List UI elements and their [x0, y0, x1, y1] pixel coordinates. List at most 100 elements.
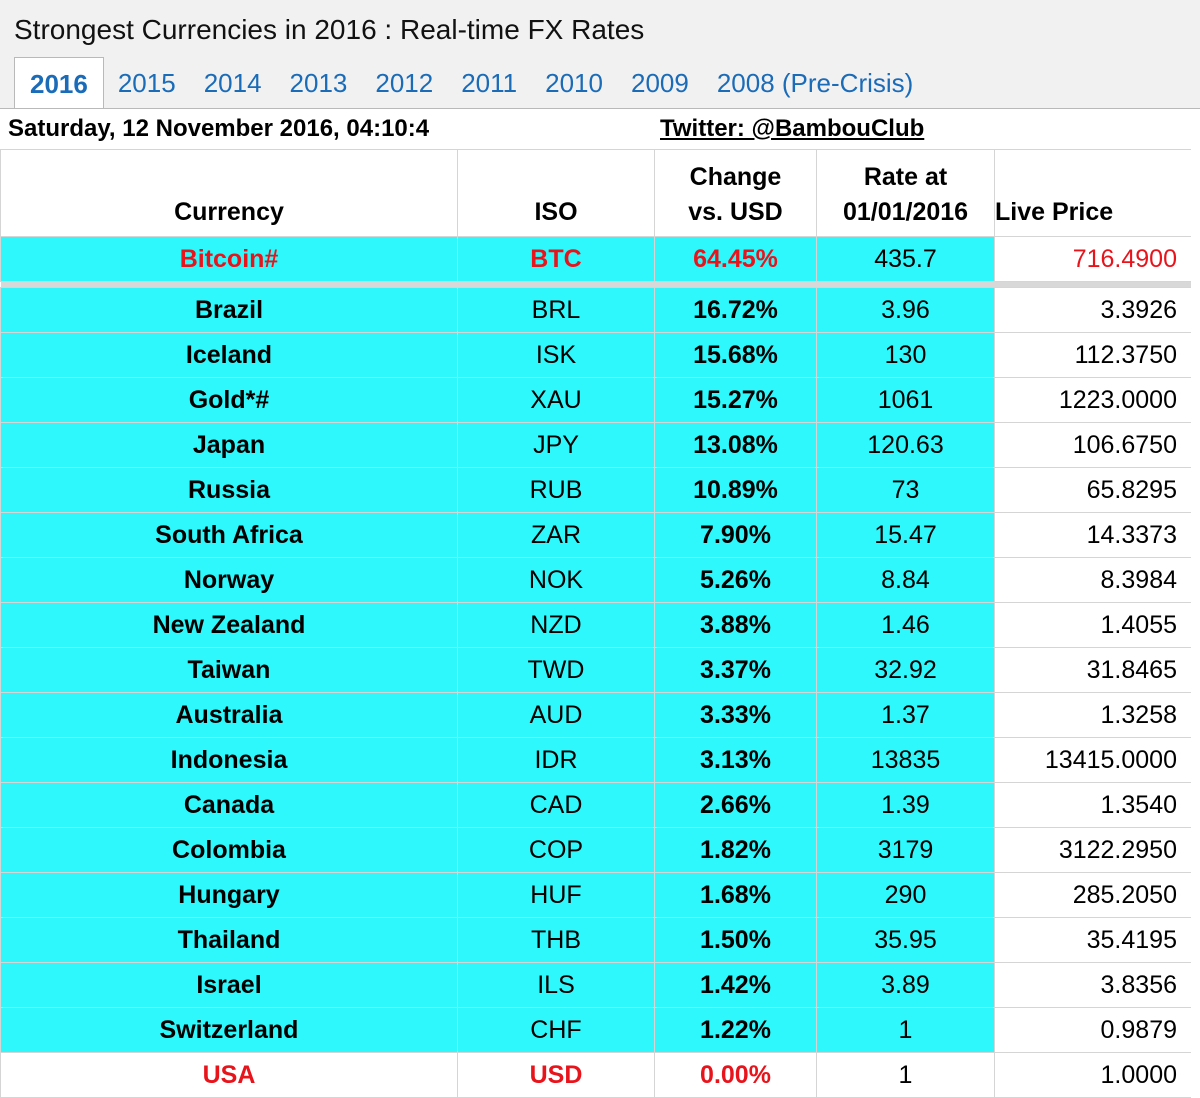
table-row: Hungary HUF 1.68% 290 285.2050: [0, 872, 1192, 918]
change-cell: 1.22%: [654, 1007, 817, 1053]
currency-cell: Bitcoin#: [0, 236, 458, 282]
rate-cell: 1: [816, 1052, 995, 1098]
iso-cell: ZAR: [457, 512, 655, 558]
iso-cell: HUF: [457, 872, 655, 918]
rate-cell: 3.96: [816, 287, 995, 333]
table-row: South Africa ZAR 7.90% 15.47 14.3373: [0, 512, 1192, 558]
live-price-cell: 1.3258: [994, 692, 1192, 738]
table-row: Norway NOK 5.26% 8.84 8.3984: [0, 557, 1192, 603]
rate-cell: 13835: [816, 737, 995, 783]
live-price-cell: 31.8465: [994, 647, 1192, 693]
change-cell: 1.42%: [654, 962, 817, 1008]
tab-2015[interactable]: 2015: [117, 68, 176, 98]
iso-cell: NOK: [457, 557, 655, 603]
rate-header-line2: 01/01/2016: [842, 198, 969, 226]
change-cell: 64.45%: [654, 236, 817, 282]
fx-rates-table: Currency ISO Change vs. USD Rate at 01/01/…: [0, 149, 1192, 1098]
tab-2008-pre-crisis[interactable]: 2008 (Pre-Crisis): [716, 68, 914, 98]
currency-cell: New Zealand: [0, 602, 458, 648]
change-cell: 1.82%: [654, 827, 817, 873]
live-price-cell: 3.3926: [994, 287, 1192, 333]
currency-cell: USA: [0, 1052, 458, 1098]
live-price-cell: 0.9879: [994, 1007, 1192, 1053]
iso-cell: JPY: [457, 422, 655, 468]
live-price-cell: 1.4055: [994, 602, 1192, 648]
tab-divider: [0, 108, 1200, 109]
column-header-rate: Rate at 01/01/2016: [816, 149, 995, 237]
rate-cell: 15.47: [816, 512, 995, 558]
change-cell: 10.89%: [654, 467, 817, 513]
rate-header-line1: Rate at: [863, 163, 948, 191]
iso-cell: RUB: [457, 467, 655, 513]
rate-cell: 1.37: [816, 692, 995, 738]
change-cell: 3.88%: [654, 602, 817, 648]
rate-cell: 1: [816, 1007, 995, 1053]
change-cell: 2.66%: [654, 782, 817, 828]
tab-2011[interactable]: 2011: [461, 68, 518, 98]
live-price-cell: 3.8356: [994, 962, 1192, 1008]
change-cell: 5.26%: [654, 557, 817, 603]
live-price-cell: 1.3540: [994, 782, 1192, 828]
iso-cell: AUD: [457, 692, 655, 738]
live-price-cell: 13415.0000: [994, 737, 1192, 783]
twitter-link[interactable]: Twitter: @BambouClub: [660, 115, 925, 142]
column-header-live-price: Live Price: [994, 149, 1192, 237]
live-price-cell: 3122.2950: [994, 827, 1192, 873]
iso-cell: BTC: [457, 236, 655, 282]
tab-2012[interactable]: 2012: [375, 68, 434, 98]
rate-cell: 73: [816, 467, 995, 513]
change-cell: 15.27%: [654, 377, 817, 423]
live-price-cell: 35.4195: [994, 917, 1192, 963]
rate-cell: 35.95: [816, 917, 995, 963]
rate-cell: 1.39: [816, 782, 995, 828]
tab-2009[interactable]: 2009: [630, 68, 689, 98]
rate-cell: 8.84: [816, 557, 995, 603]
tab-2010[interactable]: 2010: [545, 68, 603, 98]
rate-cell: 1.46: [816, 602, 995, 648]
table-row: Japan JPY 13.08% 120.63 106.6750: [0, 422, 1192, 468]
live-price-cell: 106.6750: [994, 422, 1192, 468]
table-row: Russia RUB 10.89% 73 65.8295: [0, 467, 1192, 513]
currency-cell: Thailand: [0, 917, 458, 963]
rate-cell: 130: [816, 332, 995, 378]
table-row: Switzerland CHF 1.22% 1 0.9879: [0, 1007, 1192, 1053]
row-separator: [0, 281, 1192, 288]
tab-2016[interactable]: 2016: [14, 57, 104, 109]
iso-cell: USD: [457, 1052, 655, 1098]
column-header-iso: ISO: [457, 149, 655, 237]
change-cell: 3.33%: [654, 692, 817, 738]
live-price-cell: 1223.0000: [994, 377, 1192, 423]
table-row: Indonesia IDR 3.13% 13835 13415.0000: [0, 737, 1192, 783]
info-bar: Saturday, 12 November 2016, 04:10:4 Twit…: [0, 109, 1200, 149]
currency-cell: Australia: [0, 692, 458, 738]
column-header-currency: Currency: [0, 149, 458, 237]
currency-cell: Brazil: [0, 287, 458, 333]
table-row-usa: USA USD 0.00% 1 1.0000: [0, 1052, 1192, 1098]
currency-cell: Norway: [0, 557, 458, 603]
datetime-label: Saturday, 12 November 2016, 04:10:4: [8, 115, 430, 142]
iso-cell: COP: [457, 827, 655, 873]
currency-cell: Israel: [0, 962, 458, 1008]
column-header-change: Change vs. USD: [654, 149, 817, 237]
rate-cell: 290: [816, 872, 995, 918]
iso-cell: THB: [457, 917, 655, 963]
change-cell: 15.68%: [654, 332, 817, 378]
tab-2014[interactable]: 2014: [203, 68, 262, 98]
currency-cell: Canada: [0, 782, 458, 828]
change-cell: 1.50%: [654, 917, 817, 963]
iso-cell: BRL: [457, 287, 655, 333]
iso-cell: IDR: [457, 737, 655, 783]
iso-cell: ILS: [457, 962, 655, 1008]
currency-cell: Gold*#: [0, 377, 458, 423]
tab-2013[interactable]: 2013: [289, 68, 348, 98]
rate-cell: 435.7: [816, 236, 995, 282]
rate-cell: 120.63: [816, 422, 995, 468]
currency-cell: Russia: [0, 467, 458, 513]
change-cell: 7.90%: [654, 512, 817, 558]
live-price-cell: 1.0000: [994, 1052, 1192, 1098]
header-bar: Strongest Currencies in 2016 : Real-time…: [0, 0, 1200, 109]
currency-cell: Colombia: [0, 827, 458, 873]
currency-cell: Iceland: [0, 332, 458, 378]
table-row: Australia AUD 3.33% 1.37 1.3258: [0, 692, 1192, 738]
table-row: Israel ILS 1.42% 3.89 3.8356: [0, 962, 1192, 1008]
